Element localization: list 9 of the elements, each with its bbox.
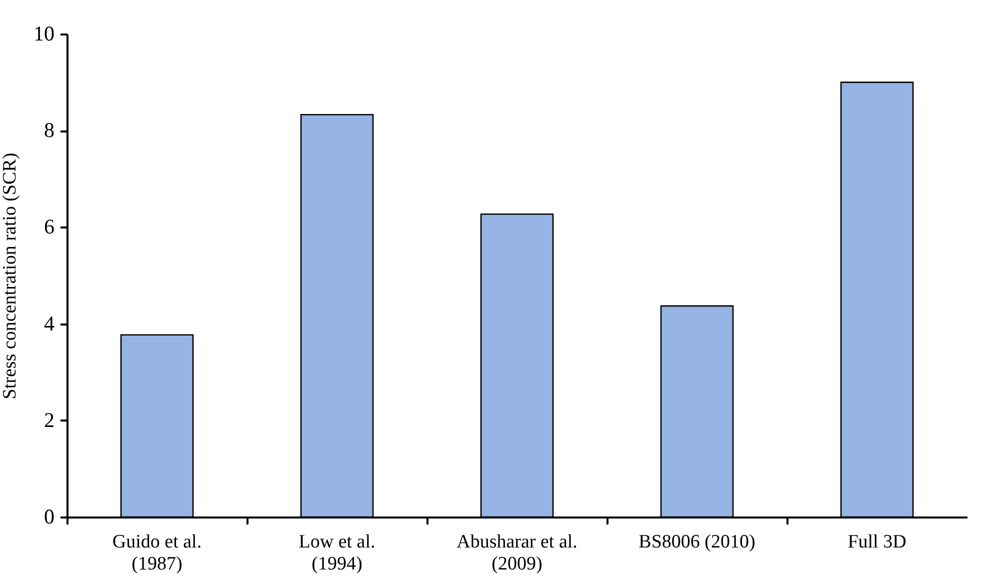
y-tick-label: 10 <box>34 22 54 46</box>
y-tick-label: 6 <box>44 214 54 239</box>
x-tick-label: BS8006 (2010) <box>638 532 756 552</box>
y-tick-label: 8 <box>44 118 54 142</box>
y-tick-label: 0 <box>44 504 54 528</box>
y-tick-label: 4 <box>44 311 55 336</box>
x-tick-label: Full 3D <box>848 532 906 552</box>
y-axis-title: Stress concentration ratio (SCR) <box>0 152 20 400</box>
y-tick-label: 2 <box>44 408 54 432</box>
